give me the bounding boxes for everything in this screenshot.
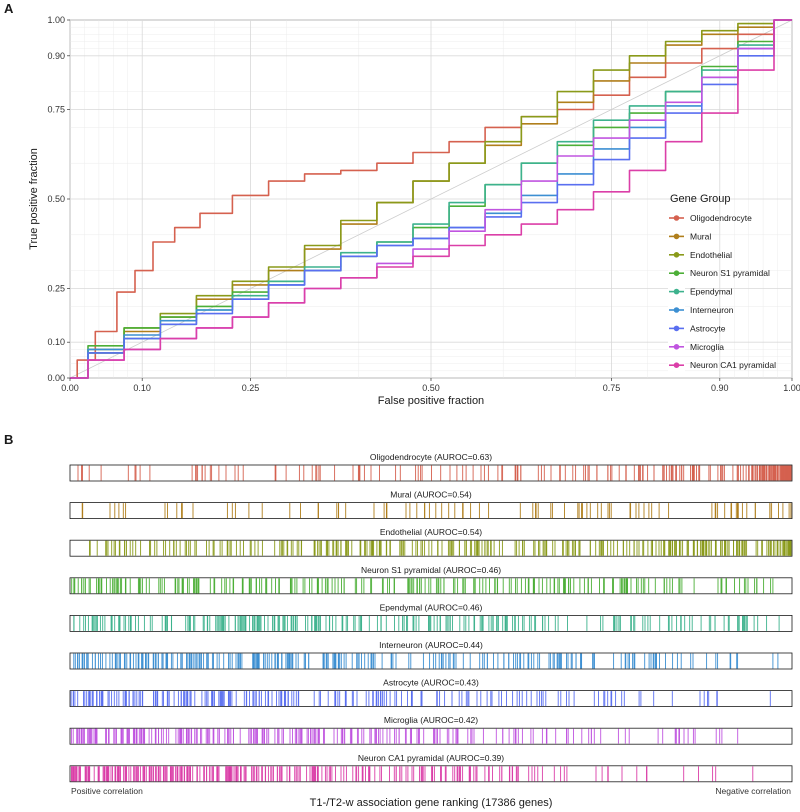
legend-item-neuron-ca1-pyramidal: Neuron CA1 pyramidal [668,357,776,374]
barcode-track-label: Astrocyte (AUROC=0.43) [383,678,479,688]
barcode-track-label: Interneuron (AUROC=0.44) [379,640,483,650]
legend-key-point [673,288,680,295]
legend-key-point [673,233,680,240]
y-tick-label: 0.75 [47,105,65,115]
panel-a-label: A [4,1,14,16]
legend-key-point [673,362,680,369]
roc-diagonal-reference [69,19,793,379]
barcode-track-5: Ependymal (AUROC=0.46) [69,602,793,632]
legend-label: Neuron S1 pyramidal [690,268,770,278]
y-tick-label: 0.10 [47,337,65,347]
roc-y-axis-title: True positive fraction [28,148,40,250]
legend-item-endothelial: Endothelial [668,246,732,263]
barcode-frame [69,765,793,783]
legend-label: Oligodendrocyte [690,213,752,223]
roc-legend: Gene Group Oligodendrocyte Mural Endotheli… [668,193,776,374]
legend-label: Ependymal [690,287,733,297]
legend-label: Microglia [690,342,724,352]
legend-key-point [673,344,680,350]
legend-label: Interneuron [690,305,734,315]
x-tick-label: 1.00 [783,383,800,393]
barcode-track-1: Oligodendrocyte (AUROC=0.63) [69,452,793,482]
panel-b-label: B [4,432,13,447]
barcode-panel: Oligodendrocyte (AUROC=0.63) Mural (AUROC… [69,452,793,783]
y-tick-label: 0.00 [47,373,65,383]
barcode-track-7: Astrocyte (AUROC=0.43) [69,678,793,707]
barcode-track-label: Mural (AUROC=0.54) [390,490,472,500]
legend-label: Mural [690,231,711,241]
barcode-track-3: Endothelial (AUROC=0.54) [69,527,793,557]
legend-item-ependymal: Ependymal [668,283,733,300]
roc-line-neuron-ca1-pyramidal [70,19,792,379]
x-tick-label: 0.50 [422,383,440,393]
negative-correlation-label: Negative correlation [715,786,791,796]
legend-item-oligodendrocyte: Oligodendrocyte [668,210,752,226]
barcode-track-8: Microglia (AUROC=0.42) [69,715,793,745]
barcode-track-4: Neuron S1 pyramidal (AUROC=0.46) [69,565,793,595]
roc-x-axis-title: False positive fraction [378,395,484,407]
barcode-track-label: Oligodendrocyte (AUROC=0.63) [370,452,492,462]
barcode-x-axis-title: T1-/T2-w association gene ranking (17386… [310,797,553,809]
x-tick-label: 0.00 [61,383,79,393]
y-tick-label: 0.50 [47,194,65,204]
legend-key-point [673,270,680,277]
legend-item-interneuron: Interneuron [668,302,734,318]
barcode-track-label: Neuron S1 pyramidal (AUROC=0.46) [361,565,501,575]
barcode-frame [69,539,793,557]
legend-item-neuron-s1-pyramidal: Neuron S1 pyramidal [668,265,770,282]
x-tick-label: 0.90 [711,383,729,393]
legend-label: Endothelial [690,250,732,260]
legend-item-microglia: Microglia [668,338,724,355]
barcode-frame [69,652,793,670]
barcode-track-6: Interneuron (AUROC=0.44) [69,640,793,670]
legend-label: Astrocyte [690,323,726,333]
legend-item-astrocyte: Astrocyte [668,320,726,337]
barcode-track-label: Neuron CA1 pyramidal (AUROC=0.39) [358,753,504,763]
barcode-frame [69,502,793,520]
x-tick-label: 0.10 [133,383,151,393]
legend-label: Neuron CA1 pyramidal [690,360,776,370]
legend-key-point [673,215,680,221]
legend-item-mural: Mural [668,228,711,245]
roc-plot: 0.00 0.10 0.25 0.50 0.75 0.90 1.00 0.00 0.10 0.2… [28,15,800,407]
y-tick-label: 1.00 [47,15,65,25]
positive-correlation-label: Positive correlation [71,786,143,796]
roc-x-ticks: 0.00 0.10 0.25 0.50 0.75 0.90 1.00 [61,378,800,393]
barcode-track-label: Endothelial (AUROC=0.54) [380,527,482,537]
barcode-track-2: Mural (AUROC=0.54) [69,490,793,520]
legend-key-point [673,252,680,258]
y-tick-label: 0.90 [47,51,65,61]
legend-title: Gene Group [670,193,731,205]
roc-series-lines [70,19,792,379]
barcode-track-label: Ependymal (AUROC=0.46) [380,602,483,612]
x-tick-label: 0.25 [242,383,260,393]
y-tick-label: 0.25 [47,284,65,294]
legend-key-point [673,325,680,332]
barcode-track-9: Neuron CA1 pyramidal (AUROC=0.39) [69,753,793,783]
x-tick-label: 0.75 [603,383,621,393]
legend-key-point [673,307,680,313]
barcode-track-label: Microglia (AUROC=0.42) [384,715,478,725]
roc-y-ticks: 0.00 0.10 0.25 0.50 0.75 0.90 1.00 [47,15,70,383]
roc-line-oligodendrocyte [70,19,792,379]
